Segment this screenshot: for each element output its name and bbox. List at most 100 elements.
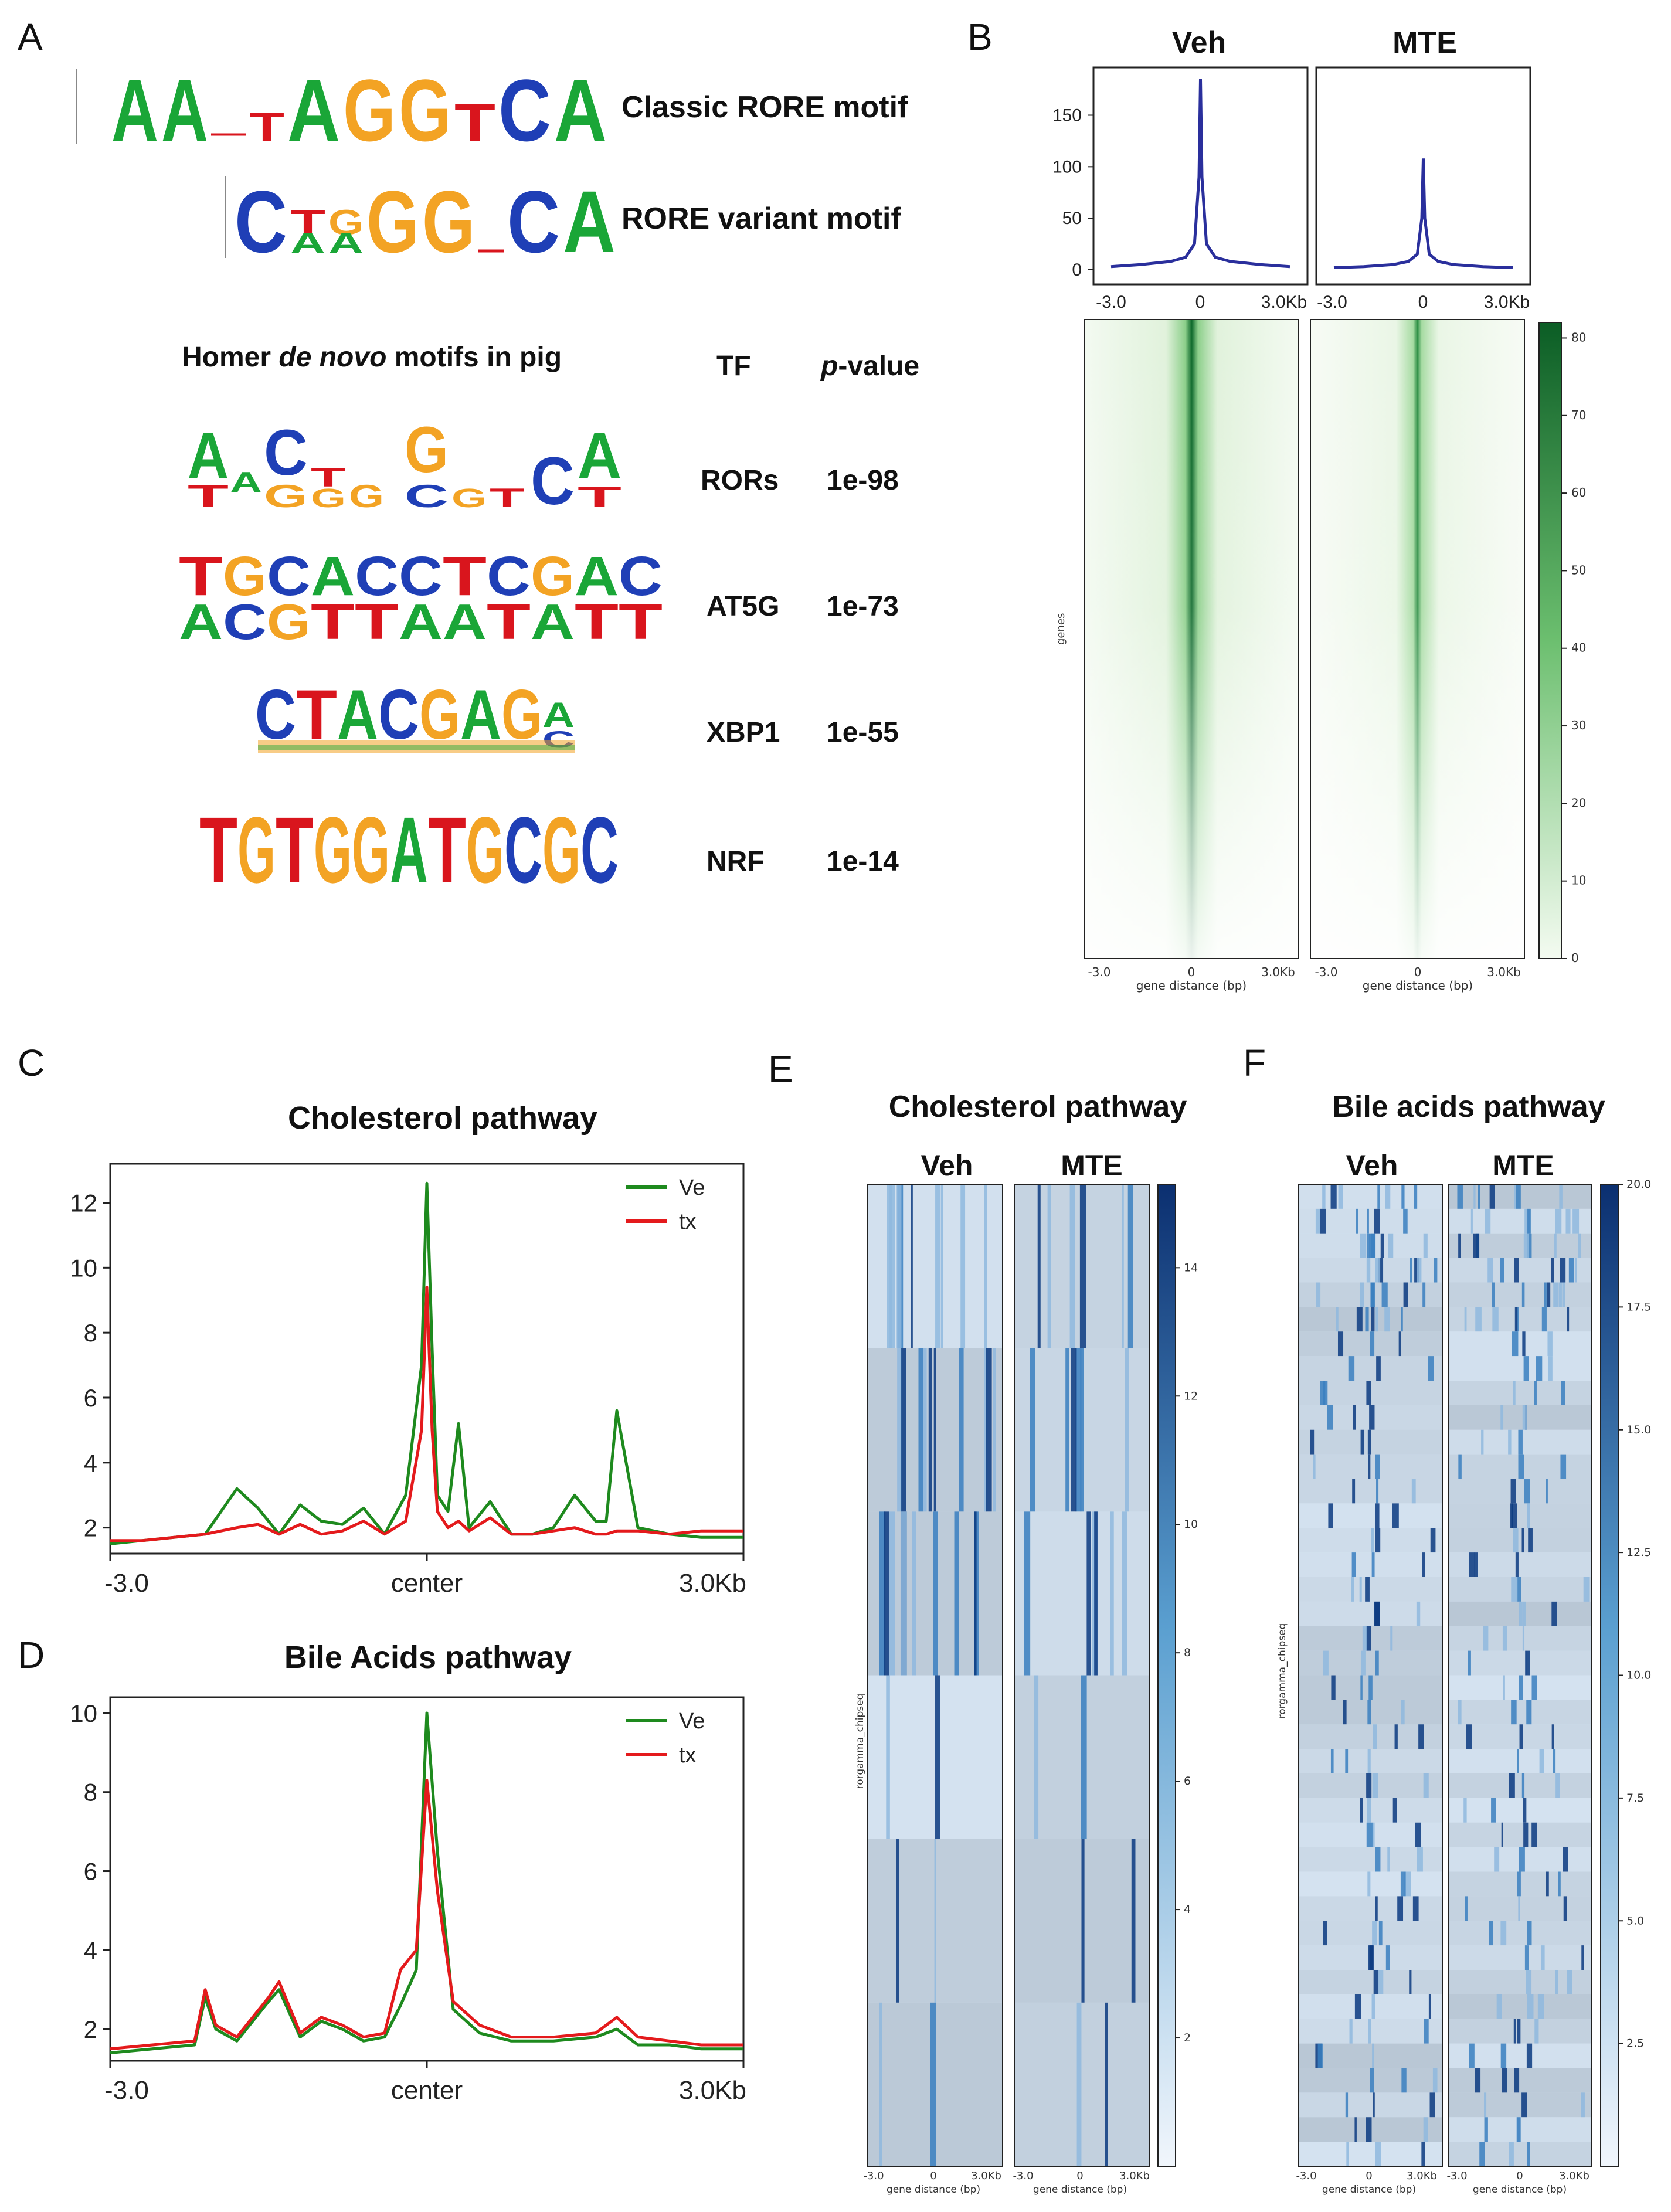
heatmap-cell (1392, 1503, 1399, 1528)
heatmap-cell (1511, 1700, 1517, 1725)
heatmap-cell (1555, 1773, 1560, 1798)
x-tick-label: -3.0 (1446, 2170, 1467, 2182)
logo-letter: T (290, 203, 325, 242)
heatmap-row (1299, 1970, 1442, 1994)
heatmap-cell (1110, 1511, 1114, 1676)
colorbar-tick-label: 2 (1184, 2031, 1191, 2044)
heatmap-row (1448, 1331, 1592, 1357)
heatmap-cell (1516, 1184, 1521, 1209)
heatmap-cell (1428, 1356, 1434, 1381)
heatmap-cell (1511, 1503, 1517, 1528)
panel-label-c: C (18, 1042, 45, 1084)
logo-letter: T (355, 594, 399, 650)
heatmap-cell (1553, 1749, 1556, 1773)
y-tick-label: 6 (84, 1384, 97, 1412)
heatmap-cell (1547, 1356, 1553, 1381)
heatmap-cell (1503, 1675, 1505, 1700)
heatmap-row (1448, 1700, 1592, 1725)
heatmap-cell (1081, 1839, 1085, 2003)
colorbar-tick-label: 8 (1184, 1646, 1191, 1659)
heatmap-cell (1328, 1503, 1333, 1528)
heatmap-cell (1385, 1945, 1390, 1970)
heatmap-cell (1343, 1700, 1347, 1725)
heatmap-cell (1521, 1773, 1525, 1798)
heatmap-cell (1521, 1282, 1525, 1307)
logo-letter: C (223, 594, 267, 650)
logo-letter: A (575, 545, 619, 607)
heatmap-cell (1527, 1503, 1530, 1528)
logo-letter: G (542, 797, 580, 902)
heatmap-cell (1367, 1871, 1371, 1897)
colorbar-tick-label: 5.0 (1626, 1914, 1644, 1927)
heatmap-cell (1560, 1454, 1567, 1479)
colorbar-tick-label: 12.5 (1626, 1546, 1651, 1559)
heatmap-cell (1521, 2092, 1527, 2118)
x-tick-label: 0 (1418, 293, 1428, 312)
heatmap-cell (1581, 1945, 1584, 1970)
pvalue-at5g: 1e-73 (827, 591, 899, 622)
heatmap-cell (1517, 1871, 1521, 1897)
logo-letter: A (531, 594, 575, 650)
heatmap-cell (934, 1839, 936, 2003)
heatmap-cell (1373, 1970, 1379, 1994)
heatmap-cell (1366, 1626, 1371, 1651)
logo-letter: G (352, 797, 390, 902)
heatmap-cell (1424, 2019, 1429, 2044)
heatmap-cell (1315, 1208, 1320, 1234)
panel-label-f: F (1243, 1042, 1266, 1084)
logo-letter: A (578, 420, 621, 492)
logo-letter: T (311, 463, 346, 492)
pvalue-rors: 1e-98 (827, 465, 899, 496)
heatmap-cell (1371, 1994, 1375, 2019)
heatmap-cell (1375, 1503, 1380, 1528)
x-tick-label: -3.0 (104, 1569, 149, 1598)
heatmap-cell (960, 1184, 966, 1348)
heatmap-row (1299, 1307, 1442, 1332)
heatmap-cell (1485, 1208, 1491, 1234)
colorbar-tick-label: 10 (1571, 874, 1586, 888)
heatmap-cell (1365, 1307, 1369, 1332)
heatmap-cell (1373, 2092, 1375, 2118)
heatmap-row (1448, 1282, 1592, 1307)
heatmap-row (1299, 1479, 1442, 1504)
logo-letter: T (179, 545, 223, 607)
heatmap-cell (1519, 1724, 1523, 1749)
heatmap-cell (1567, 1307, 1570, 1332)
heatmap-cell (1360, 1650, 1366, 1676)
logo-letter: T (443, 545, 487, 607)
heatmap-cell (1522, 1626, 1525, 1651)
heatmap-cell (1522, 1405, 1527, 1430)
logo-letter: A (179, 594, 223, 650)
logo-letter: T (454, 94, 495, 152)
heatmap-frame-mte (1310, 319, 1525, 959)
profile-x-axis-mte: -3.0 0 3.0Kb (1317, 293, 1530, 312)
tf-name-nrf: NRF (707, 846, 765, 877)
heatmap-cell (1492, 1307, 1499, 1332)
heatmap-cell (879, 1511, 886, 1676)
heatmap-cell (1434, 1258, 1438, 1283)
heatmap-row (1448, 2092, 1592, 2118)
heatmap-cell (1400, 1871, 1406, 1897)
logo-letter: G (237, 797, 276, 902)
heatmap-cell (1122, 1184, 1124, 1348)
heatmap-cell (1323, 1921, 1327, 1946)
logo-letter: G (349, 478, 384, 514)
heatmap-cell (1523, 1822, 1529, 1847)
heatmap-cell (1337, 1331, 1344, 1357)
heatmap-row (1299, 1503, 1442, 1528)
heatmap-cell (1371, 1528, 1374, 1553)
heatmap-x-axis-mte: -3.0 0 3.0Kb gene distance (bp) (1315, 965, 1520, 993)
heatmap-cell (1496, 1994, 1502, 2019)
series-line-ve (110, 1711, 743, 2054)
heatmap-cell (1368, 1454, 1371, 1479)
heatmap-title-f: Bile acids pathway (1332, 1090, 1605, 1124)
heatmap-row (1448, 1822, 1592, 1847)
heatmap-cell (1375, 1528, 1381, 1553)
x-tick-label: 0 (1516, 2170, 1523, 2182)
heatmap-cell (1371, 1552, 1375, 1577)
heatmap-cell (1367, 1798, 1371, 1823)
logo-letter: G (314, 797, 352, 902)
heatmap-cell (1536, 1356, 1543, 1381)
heatmap-cell (1463, 1798, 1467, 1823)
heatmap-cell (1127, 1184, 1133, 1348)
